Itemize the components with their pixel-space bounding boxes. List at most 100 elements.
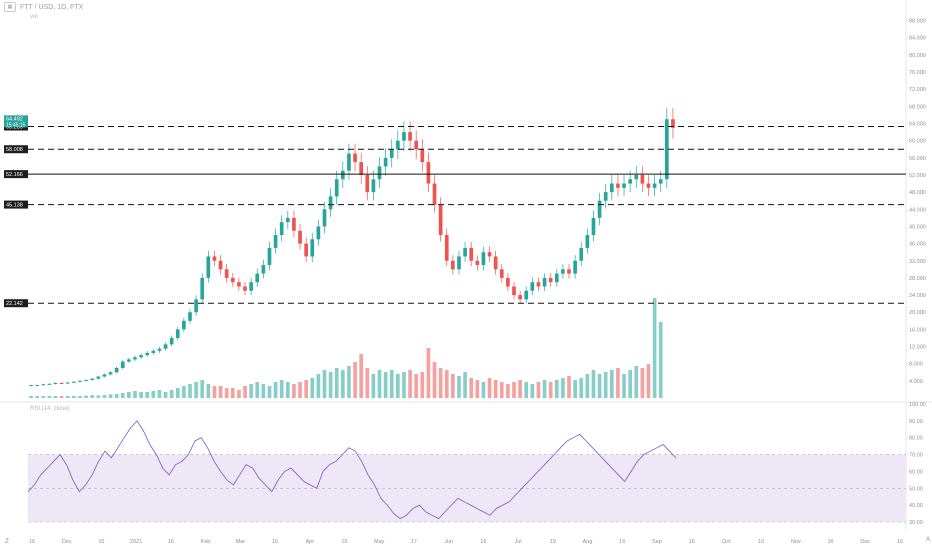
candle-body — [90, 378, 95, 380]
volume-bar — [59, 396, 64, 398]
candle-body — [530, 282, 535, 291]
candle-body — [261, 265, 266, 274]
time-axis-label: 16 — [689, 539, 695, 545]
candle-body — [499, 269, 504, 278]
volume-bar — [78, 396, 82, 398]
candle-body — [408, 132, 412, 141]
volume-bar — [285, 382, 290, 398]
volume-bar — [524, 382, 529, 398]
candle-body — [127, 359, 131, 362]
rsi-axis-label: 90.00 — [909, 419, 923, 425]
volume-bar — [102, 395, 107, 398]
volume-bar — [487, 378, 492, 398]
volume-bar — [237, 390, 241, 398]
current-price-tag — [4, 115, 28, 128]
time-axis-label: 16 — [897, 539, 903, 545]
candle-body — [182, 320, 186, 330]
level-price-label: 52.166 — [6, 172, 23, 178]
volume-bar — [371, 374, 376, 398]
volume-bar — [298, 382, 302, 398]
candle-body — [292, 217, 296, 231]
candle-body — [487, 252, 492, 257]
volume-bar — [139, 392, 143, 398]
time-axis-label: Jul — [515, 539, 522, 545]
candle-body — [396, 140, 400, 150]
volume-bar — [194, 382, 198, 398]
volume-bar — [322, 370, 327, 398]
volume-bar — [206, 384, 211, 398]
candle-body — [365, 174, 370, 193]
candle-body — [377, 166, 382, 180]
volume-bar — [212, 386, 217, 398]
bar-countdown-label: 15:45:15 — [6, 122, 26, 128]
candle-body — [65, 382, 70, 384]
volume-bar — [383, 372, 388, 398]
time-axis-label: 19 — [550, 539, 556, 545]
level-price-tag — [4, 299, 28, 308]
price-axis-label: 60.000 — [909, 139, 926, 145]
time-axis-label: Dec — [860, 539, 870, 545]
symbol-title[interactable]: FTT / USD, 1D, FTX — [20, 3, 84, 11]
volume-bar — [634, 366, 639, 398]
time-axis-label: 16 — [98, 539, 104, 545]
volume-bar — [316, 374, 321, 398]
candle-body — [133, 357, 137, 360]
volume-bar — [127, 392, 131, 398]
volume-bar — [169, 390, 174, 398]
volume-bar — [469, 378, 474, 398]
candle-body — [628, 179, 632, 184]
volume-bar — [554, 380, 559, 398]
candle-body — [169, 337, 174, 345]
volume-bar — [157, 390, 162, 398]
chart-icon[interactable]: ▦ — [4, 2, 16, 12]
candle-body — [506, 277, 510, 287]
candle-body — [457, 256, 461, 270]
time-axis-label: 16 — [758, 539, 764, 545]
time-axis-label: 16 — [480, 539, 486, 545]
candle-body — [389, 149, 394, 158]
candle-body — [237, 282, 241, 287]
time-axis-label: Mar — [236, 539, 246, 545]
candle-body — [340, 170, 345, 180]
candle-body — [347, 153, 351, 171]
candle-body — [163, 344, 168, 349]
candle-body — [114, 367, 119, 373]
volume-bar — [652, 298, 657, 398]
candle-body — [279, 222, 284, 236]
candle-body — [102, 374, 107, 377]
candle-body — [536, 282, 541, 287]
volume-bar — [548, 382, 553, 398]
volume-bar — [90, 395, 95, 398]
candle-body — [267, 247, 272, 266]
rsi-axis-label: 30.00 — [909, 520, 923, 526]
volume-bar — [310, 378, 315, 398]
candle-body — [47, 383, 52, 385]
candle-body — [573, 260, 577, 274]
volume-bar — [542, 380, 547, 398]
volume-bar — [396, 374, 400, 398]
time-axis-label: 16 — [619, 539, 625, 545]
volume-bar — [133, 391, 137, 398]
auto-scale-button[interactable]: A — [925, 537, 930, 543]
volume-bar — [451, 374, 455, 398]
rsi-title[interactable]: RSI (14, close) — [30, 406, 70, 412]
volume-bar — [273, 382, 278, 398]
candle-body — [206, 256, 211, 278]
timezone-button[interactable]: Z — [5, 539, 9, 545]
volume-bar — [65, 396, 70, 398]
time-axis-label: May — [374, 539, 385, 545]
candle-body — [151, 350, 156, 353]
volume-bar — [188, 384, 192, 398]
level-price-label: 22.142 — [6, 301, 23, 307]
time-axis-label: Feb — [201, 539, 210, 545]
volume-bar — [609, 370, 614, 398]
price-axis-label: 72.000 — [909, 87, 926, 93]
candle-body — [29, 385, 33, 387]
price-axis-label: 56.000 — [909, 156, 926, 162]
price-axis-label: 44.000 — [909, 207, 926, 213]
candle-body — [622, 183, 626, 188]
price-axis-label: 76.000 — [909, 70, 926, 76]
price-axis-label: 28.000 — [909, 276, 926, 282]
volume-bar — [182, 386, 186, 398]
